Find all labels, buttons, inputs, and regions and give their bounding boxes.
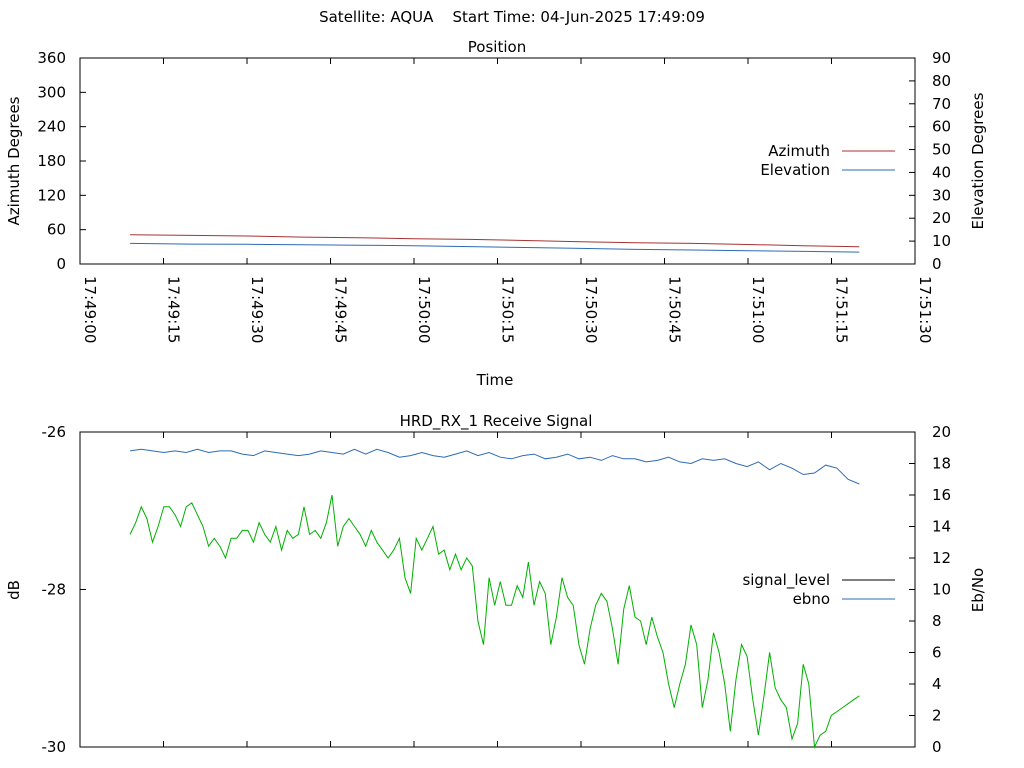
- y-tick-label: 60: [47, 221, 66, 239]
- y2-tick-label: 0: [932, 738, 942, 756]
- y2-tick-label: 10: [932, 232, 951, 250]
- signal-title: HRD_RX_1 Receive Signal: [400, 412, 593, 431]
- y2-tick-label: 8: [932, 612, 942, 630]
- y2-tick-label: 0: [932, 255, 942, 273]
- y2-tick-label: 80: [932, 72, 951, 90]
- legend-elevation-label: Elevation: [760, 161, 830, 179]
- signal-y-label: dB: [5, 580, 23, 600]
- position-y-ticks: 0 60 120 180 240 300 360: [37, 49, 86, 273]
- position-y-label: Azimuth Degrees: [5, 96, 23, 225]
- y2-tick-label: 4: [932, 675, 942, 693]
- position-x-label: Time: [476, 371, 514, 389]
- y-tick-label: 300: [37, 83, 66, 101]
- x-tick-label: 17:50:30: [582, 276, 600, 343]
- y2-tick-label: 20: [932, 423, 951, 441]
- x-tick-label: 17:51:15: [833, 276, 851, 343]
- legend-azimuth-label: Azimuth: [768, 142, 830, 160]
- y-tick-label: -30: [42, 738, 67, 756]
- y-tick-label: 360: [37, 49, 66, 67]
- x-tick-label: 17:49:00: [81, 276, 99, 343]
- y2-tick-label: 14: [932, 518, 951, 536]
- position-y2-ticks: 0 10 20 30 40 50 60 70 80 90: [909, 49, 951, 273]
- signal-chart: HRD_RX_1 Receive Signal -26 -28 -30 0 2 4 6 8 1…: [5, 412, 987, 756]
- y2-tick-label: 16: [932, 486, 951, 504]
- x-tick-label: 17:49:15: [165, 276, 183, 343]
- signal-y-ticks: -26 -28 -30: [42, 423, 86, 756]
- x-tick-label: 17:49:45: [332, 276, 350, 343]
- y2-tick-label: 40: [932, 163, 951, 181]
- signal-y2-ticks: 0 2 4 6 8 10 12 14 16 18 20: [909, 423, 951, 756]
- header-title: Satellite: AQUA Start Time: 04-Jun-2025 …: [319, 8, 705, 26]
- y2-tick-label: 20: [932, 209, 951, 227]
- position-series: [130, 234, 860, 253]
- y-tick-label: 0: [56, 255, 66, 273]
- signal-plot-frame: [79, 431, 916, 748]
- position-x-ticks: 17:49:00 17:49:15 17:49:30 17:49:45 17:50:00…: [79, 58, 934, 343]
- y2-tick-label: 90: [932, 49, 951, 67]
- signal-legend: signal_level ebno: [742, 571, 895, 608]
- position-legend: Azimuth Elevation: [760, 142, 895, 179]
- x-tick-label: 17:50:15: [499, 276, 517, 343]
- y2-tick-label: 10: [932, 581, 951, 599]
- y-tick-label: 240: [37, 118, 66, 136]
- y2-tick-label: 18: [932, 455, 951, 473]
- signal-x-ticks: [79, 432, 916, 747]
- azimuth-line: [130, 234, 860, 248]
- y2-tick-label: 50: [932, 141, 951, 159]
- position-title: Position: [468, 38, 526, 56]
- signal-y2-label: Eb/No: [969, 568, 987, 612]
- y-tick-label: 180: [37, 152, 66, 170]
- y-tick-label: -28: [42, 581, 67, 599]
- x-tick-label: 17:51:00: [749, 276, 767, 343]
- y2-tick-label: 60: [932, 118, 951, 136]
- y2-tick-label: 12: [932, 549, 951, 567]
- position-chart: Position 17:49:00 17:49:15 17:49:30 17:49:4…: [5, 38, 987, 389]
- ebno-line: [130, 448, 860, 485]
- legend-ebno-label: ebno: [793, 590, 830, 608]
- y-tick-label: -26: [42, 423, 67, 441]
- signal-series: [129, 448, 860, 749]
- y2-tick-label: 6: [932, 644, 942, 662]
- position-y2-label: Elevation Degrees: [969, 92, 987, 229]
- legend-signal-level-label: signal_level: [742, 571, 830, 590]
- y2-tick-label: 2: [932, 707, 942, 725]
- y2-tick-label: 30: [932, 186, 951, 204]
- y-tick-label: 120: [37, 186, 66, 204]
- x-tick-label: 17:51:30: [916, 276, 934, 343]
- x-tick-label: 17:49:30: [248, 276, 266, 343]
- x-tick-label: 17:50:45: [666, 276, 684, 343]
- elevation-line: [130, 242, 860, 253]
- y2-tick-label: 70: [932, 95, 951, 113]
- signal-trace-line: [129, 494, 860, 749]
- x-tick-label: 17:50:00: [415, 276, 433, 343]
